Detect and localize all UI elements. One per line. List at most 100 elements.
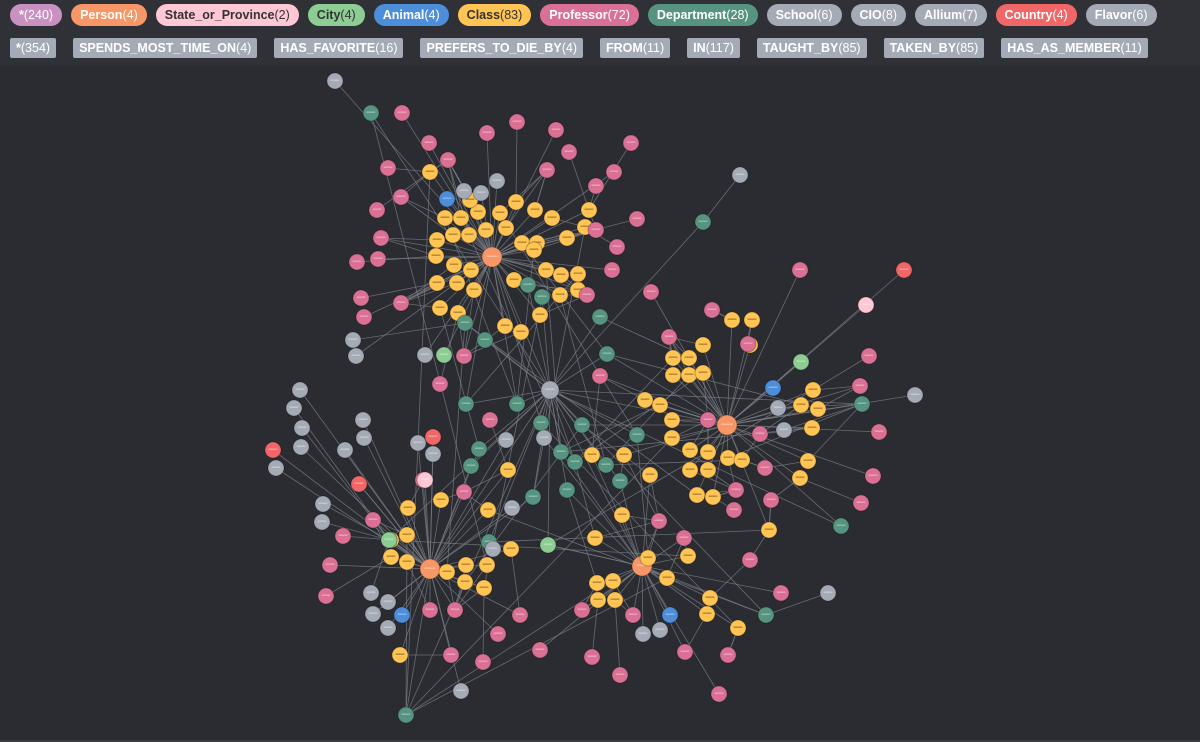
professor-node[interactable]: [511, 606, 529, 624]
node-label-pill-allium[interactable]: Allium(7): [915, 4, 987, 26]
class-node[interactable]: [589, 591, 607, 609]
graph-edge[interactable]: [547, 544, 643, 567]
professor-node[interactable]: [772, 584, 790, 602]
class-node[interactable]: [803, 419, 821, 437]
relationship-tag-has-favorite[interactable]: HAS_FAVORITE(16): [274, 38, 404, 58]
class-node[interactable]: [658, 569, 676, 587]
class-node[interactable]: [445, 256, 463, 274]
department-node[interactable]: [558, 481, 576, 499]
professor-node[interactable]: [364, 511, 382, 529]
school-node[interactable]: [291, 381, 309, 399]
class-node[interactable]: [431, 299, 449, 317]
graph-edge[interactable]: [429, 469, 509, 570]
graph-edge[interactable]: [491, 129, 557, 258]
school-node[interactable]: [285, 399, 303, 417]
department-node[interactable]: [566, 453, 584, 471]
class-node[interactable]: [391, 646, 409, 664]
city-node[interactable]: [435, 346, 453, 364]
animal-node[interactable]: [764, 379, 782, 397]
graph-edge[interactable]: [641, 565, 739, 629]
professor-node[interactable]: [420, 134, 438, 152]
class-node[interactable]: [462, 261, 480, 279]
graph-edge[interactable]: [429, 507, 513, 570]
graph-edge[interactable]: [702, 344, 728, 426]
graph-edge[interactable]: [783, 403, 863, 431]
class-node[interactable]: [421, 163, 439, 181]
graph-edge[interactable]: [489, 419, 509, 471]
professor-node[interactable]: [870, 423, 888, 441]
graph-edge[interactable]: [400, 264, 455, 304]
graph-edge[interactable]: [488, 389, 551, 543]
graph-edge[interactable]: [372, 519, 431, 570]
state-node[interactable]: [416, 471, 434, 489]
class-node[interactable]: [537, 261, 555, 279]
city-node[interactable]: [380, 531, 398, 549]
class-node[interactable]: [651, 396, 669, 414]
graph-edge[interactable]: [759, 404, 802, 435]
graph-edge[interactable]: [358, 483, 431, 570]
professor-node[interactable]: [719, 646, 737, 664]
graph-edge[interactable]: [726, 424, 874, 477]
graph-edge[interactable]: [619, 480, 643, 567]
school-node[interactable]: [488, 172, 506, 190]
graph-edge[interactable]: [726, 424, 880, 433]
professor-node[interactable]: [756, 459, 774, 477]
graph-edge[interactable]: [491, 180, 498, 258]
relationship-tag-all[interactable]: *(354): [10, 38, 57, 58]
graph-edge[interactable]: [465, 256, 493, 405]
class-node[interactable]: [398, 553, 416, 571]
class-node[interactable]: [664, 349, 682, 367]
graph-edge[interactable]: [491, 256, 613, 271]
department-node[interactable]: [362, 104, 380, 122]
country-node[interactable]: [350, 475, 368, 493]
graph-edge[interactable]: [527, 284, 579, 291]
professor-node[interactable]: [605, 163, 623, 181]
department-node[interactable]: [694, 213, 712, 231]
graph-edge[interactable]: [727, 403, 863, 459]
school-node[interactable]: [651, 621, 669, 639]
professor-node[interactable]: [675, 529, 693, 547]
graph-edge[interactable]: [478, 389, 551, 450]
class-node[interactable]: [606, 591, 624, 609]
graph-edge[interactable]: [463, 256, 493, 357]
class-node[interactable]: [679, 547, 697, 565]
professor-node[interactable]: [587, 221, 605, 239]
class-node[interactable]: [723, 311, 741, 329]
graph-svg[interactable]: [0, 66, 1200, 742]
graph-edge[interactable]: [405, 580, 614, 716]
class-node[interactable]: [382, 548, 400, 566]
graph-edge[interactable]: [454, 564, 488, 611]
class-node[interactable]: [507, 193, 525, 211]
graph-edge[interactable]: [659, 404, 709, 421]
school-node[interactable]: [313, 513, 331, 531]
class-node[interactable]: [663, 411, 681, 429]
school-node[interactable]: [336, 441, 354, 459]
node-label-pill-state_or_province[interactable]: State_or_Province(2): [155, 4, 299, 26]
graph-edge[interactable]: [491, 256, 551, 391]
country-node[interactable]: [264, 441, 282, 459]
class-node[interactable]: [569, 265, 587, 283]
class-node[interactable]: [465, 281, 483, 299]
professor-node[interactable]: [751, 425, 769, 443]
graph-edge[interactable]: [275, 467, 431, 570]
class-node[interactable]: [663, 429, 681, 447]
department-node[interactable]: [508, 395, 526, 413]
professor-node[interactable]: [587, 177, 605, 195]
professor-node[interactable]: [379, 159, 397, 177]
professor-node[interactable]: [727, 481, 745, 499]
graph-edge[interactable]: [491, 256, 522, 333]
graph-edge[interactable]: [356, 255, 437, 263]
class-node[interactable]: [479, 501, 497, 519]
graph-edge[interactable]: [574, 461, 596, 539]
country-node[interactable]: [895, 261, 913, 279]
professor-node[interactable]: [455, 347, 473, 365]
graph-edge[interactable]: [709, 559, 751, 599]
professor-node[interactable]: [603, 261, 621, 279]
graph-edge[interactable]: [429, 509, 489, 570]
professor-node[interactable]: [368, 201, 386, 219]
node-label-pill-country[interactable]: Country(4): [995, 4, 1077, 26]
animal-node[interactable]: [438, 190, 456, 208]
school-node[interactable]: [634, 625, 652, 643]
graph-edge[interactable]: [549, 221, 704, 391]
graph-edge[interactable]: [591, 599, 599, 658]
